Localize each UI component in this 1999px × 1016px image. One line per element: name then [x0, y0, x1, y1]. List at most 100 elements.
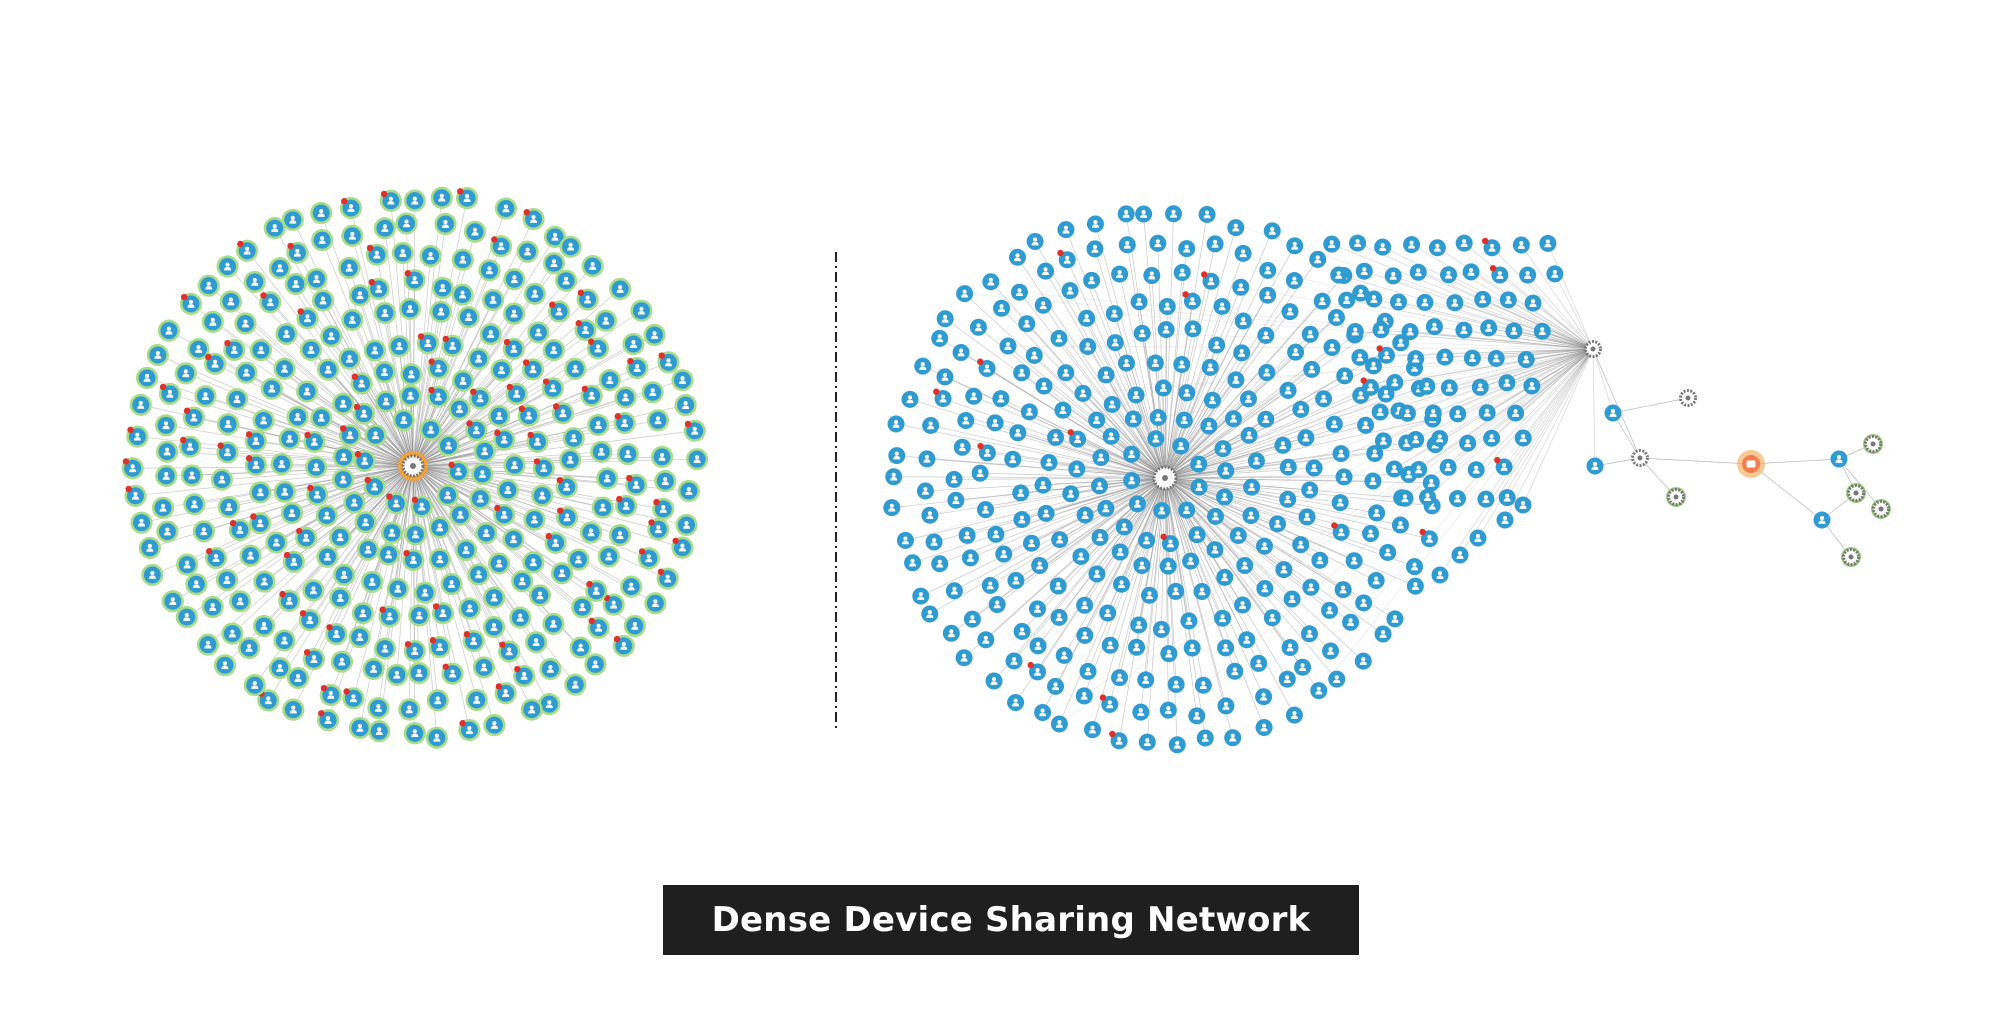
user-node	[547, 300, 571, 323]
user-node	[1355, 262, 1373, 280]
user-node	[419, 418, 442, 441]
user-node	[1371, 403, 1389, 421]
user-node	[527, 321, 550, 344]
user-node	[585, 579, 608, 602]
edge	[1084, 348, 1594, 697]
flag-dot	[304, 431, 311, 439]
edge	[970, 477, 1166, 559]
edge	[1496, 348, 1594, 359]
user-node	[1117, 205, 1135, 223]
user-node	[1449, 405, 1467, 423]
user-node	[1062, 485, 1080, 503]
user-node	[1292, 536, 1310, 554]
edge	[1475, 348, 1594, 470]
edge	[1164, 245, 1296, 479]
user-node	[1483, 429, 1501, 447]
user-node	[1027, 661, 1047, 681]
user-node	[1034, 296, 1052, 314]
user-node	[338, 256, 361, 279]
user-node	[268, 257, 291, 280]
user-node	[194, 385, 217, 408]
user-node	[525, 631, 548, 654]
flag-dot	[470, 388, 477, 395]
user-node	[1357, 416, 1375, 434]
user-node	[1023, 534, 1041, 552]
edge	[1164, 392, 1188, 479]
edge	[412, 465, 568, 518]
edge	[1121, 348, 1594, 585]
flag-dot	[672, 537, 679, 545]
user-node	[332, 445, 355, 469]
user-node	[1368, 504, 1386, 522]
user-node	[434, 212, 457, 236]
edge	[1164, 477, 1252, 488]
flag-dot	[1027, 661, 1034, 669]
user-node	[569, 636, 592, 659]
user-node	[1278, 670, 1296, 688]
user-node	[1313, 292, 1331, 310]
user-node	[1455, 234, 1473, 252]
user-node	[278, 589, 301, 612]
user-node	[1403, 236, 1421, 254]
edge	[361, 383, 414, 467]
user-node	[483, 713, 506, 737]
edge	[1017, 257, 1166, 479]
user-node	[650, 445, 674, 469]
user-node	[1489, 265, 1509, 284]
user-node	[1010, 283, 1028, 301]
user-node	[1292, 400, 1310, 418]
flag-dot	[245, 431, 253, 438]
user-node	[451, 283, 474, 306]
user-node	[479, 323, 502, 346]
user-node	[916, 482, 934, 500]
edge	[1164, 213, 1174, 479]
edge	[1019, 291, 1166, 479]
user-node	[1157, 321, 1175, 339]
user-node	[1190, 478, 1208, 496]
edge	[1084, 477, 1166, 606]
user-node	[1310, 682, 1328, 700]
edge	[1163, 387, 1166, 479]
edge	[1408, 348, 1594, 475]
user-node	[1009, 424, 1027, 442]
user-node	[1105, 305, 1123, 323]
user-node	[488, 404, 511, 428]
user-node	[609, 277, 632, 301]
user-node	[1285, 272, 1303, 290]
flag-dot	[1182, 291, 1189, 298]
user-node	[1505, 322, 1523, 340]
user-node	[1028, 600, 1046, 618]
user-node	[343, 491, 366, 514]
flag-dot	[577, 289, 585, 296]
edge	[292, 219, 414, 467]
user-node	[965, 387, 983, 405]
flag-dot	[297, 308, 304, 315]
user-node	[1384, 267, 1402, 285]
edge	[1164, 259, 1319, 479]
flag-dot	[299, 610, 307, 617]
edge	[1164, 477, 1293, 600]
user-node	[542, 612, 565, 635]
flag-dot	[466, 420, 473, 427]
user-node	[187, 337, 210, 361]
user-node	[1214, 440, 1232, 458]
edge	[1164, 477, 1301, 545]
user-node	[986, 414, 1004, 432]
user-node	[1086, 215, 1104, 233]
user-node	[1386, 373, 1404, 391]
edge	[1318, 348, 1594, 691]
user-node	[126, 425, 149, 448]
user-node	[192, 520, 215, 543]
edge	[1164, 477, 1344, 590]
user-node	[316, 545, 339, 568]
user-node	[332, 392, 355, 415]
edge	[1026, 323, 1166, 479]
user-node	[1182, 552, 1200, 570]
user-node	[1175, 411, 1193, 429]
user-node	[1040, 453, 1058, 471]
edge	[412, 255, 431, 467]
user-node	[176, 553, 199, 576]
user-node	[1477, 490, 1495, 508]
user-node	[1300, 625, 1318, 643]
user-node	[338, 347, 361, 370]
